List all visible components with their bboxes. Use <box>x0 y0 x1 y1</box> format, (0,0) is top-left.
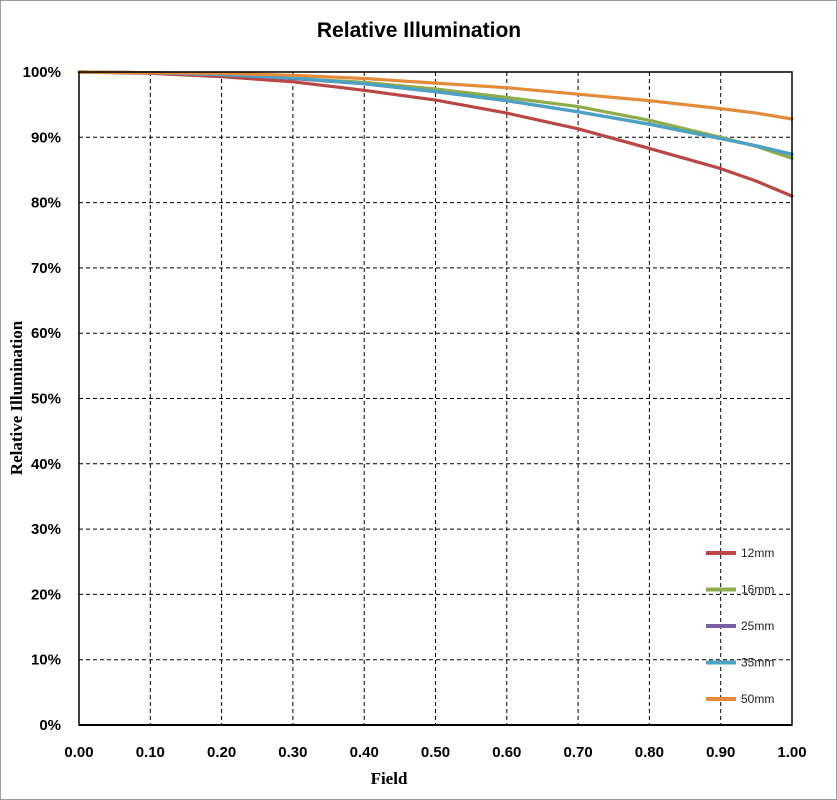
legend: 12mm 16mm 25mm 35mm 50mm <box>706 546 774 706</box>
x-tick-label: 0.60 <box>492 744 521 761</box>
x-tick-label: 0.20 <box>207 744 236 761</box>
y-tick-label: 80% <box>31 195 61 212</box>
y-tick-label: 100% <box>23 64 61 81</box>
grid-layer <box>79 72 792 725</box>
x-tick-label: 0.10 <box>136 744 165 761</box>
legend-label-25mm: 25mm <box>741 619 774 633</box>
y-tick-label: 70% <box>31 260 61 277</box>
y-tick-label: 30% <box>31 521 61 538</box>
x-tick-label: 0.70 <box>563 744 592 761</box>
x-tick-label: 0.80 <box>635 744 664 761</box>
y-tick-label: 40% <box>31 456 61 473</box>
x-tick-label: 1.00 <box>777 744 806 761</box>
y-tick-label: 20% <box>31 586 61 603</box>
x-tick-label: 0.00 <box>64 744 93 761</box>
legend-label-50mm: 50mm <box>741 692 774 706</box>
chart-title: Relative Illumination <box>317 19 521 42</box>
legend-label-35mm: 35mm <box>741 656 774 670</box>
legend-label-16mm: 16mm <box>741 583 774 597</box>
x-axis-label: Field <box>371 769 408 788</box>
x-tick-label: 0.50 <box>421 744 450 761</box>
tick-labels: 0.00 0.10 0.20 0.30 0.40 0.50 0.60 0.70 0.80 0.90… <box>23 64 807 761</box>
y-tick-label: 60% <box>31 325 61 342</box>
series-line-50mm <box>77 70 794 121</box>
legend-label-12mm: 12mm <box>741 546 774 560</box>
x-tick-label: 0.90 <box>706 744 735 761</box>
y-axis-label: Relative Illumination <box>7 320 26 475</box>
series-layer <box>77 70 794 198</box>
y-tick-label: 90% <box>31 129 61 146</box>
x-tick-label: 0.40 <box>350 744 379 761</box>
x-tick-label: 0.30 <box>278 744 307 761</box>
series-line-12mm <box>77 70 794 198</box>
y-tick-label: 0% <box>39 717 61 734</box>
y-tick-label: 50% <box>31 391 61 408</box>
y-tick-label: 10% <box>31 652 61 669</box>
